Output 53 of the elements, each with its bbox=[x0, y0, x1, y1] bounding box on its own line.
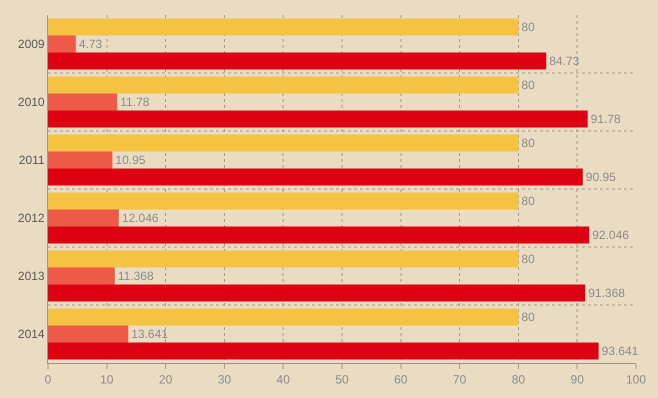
y-tick-label: 2009 bbox=[18, 37, 45, 52]
bar bbox=[48, 76, 518, 94]
data-label: 10.95 bbox=[115, 153, 146, 167]
data-label: 80 bbox=[521, 252, 536, 266]
x-tick-label: 80 bbox=[512, 372, 526, 386]
x-tick-label: 40 bbox=[276, 372, 290, 386]
x-tick-label: 60 bbox=[394, 372, 408, 386]
bar bbox=[48, 134, 518, 152]
bar bbox=[48, 267, 115, 285]
data-label: 90.95 bbox=[586, 170, 616, 184]
x-tick-label: 20 bbox=[158, 372, 173, 386]
y-tick-label: 2012 bbox=[18, 211, 45, 226]
bar bbox=[48, 168, 583, 186]
data-label: 80 bbox=[521, 310, 536, 324]
x-tick-label: 30 bbox=[218, 372, 232, 386]
data-label: 13.641 bbox=[131, 327, 168, 341]
bar bbox=[48, 209, 119, 227]
x-tick-label: 10 bbox=[100, 372, 114, 386]
x-tick-label: 70 bbox=[452, 372, 467, 386]
y-tick-label: 2013 bbox=[18, 269, 45, 284]
bar bbox=[48, 226, 590, 244]
data-label: 91.78 bbox=[590, 112, 622, 126]
y-tick-label: 2010 bbox=[18, 95, 45, 110]
bar bbox=[48, 342, 599, 360]
data-label: 80 bbox=[521, 20, 536, 34]
bar bbox=[48, 308, 518, 326]
bar bbox=[48, 284, 586, 302]
bar bbox=[48, 93, 118, 111]
bar bbox=[48, 192, 518, 210]
data-label: 91.368 bbox=[588, 286, 626, 300]
data-label: 92.046 bbox=[592, 228, 630, 242]
x-tick-label: 50 bbox=[335, 372, 349, 386]
data-label: 11.368 bbox=[118, 269, 154, 283]
y-tick-label: 2014 bbox=[18, 327, 45, 342]
bar bbox=[48, 250, 518, 268]
data-label: 11.78 bbox=[120, 95, 150, 109]
data-label: 12.046 bbox=[122, 211, 159, 225]
bar bbox=[48, 325, 128, 343]
data-label: 93.641 bbox=[602, 344, 639, 358]
bar bbox=[48, 52, 546, 70]
x-tick-label: 90 bbox=[570, 372, 584, 386]
bar bbox=[48, 151, 112, 169]
bar bbox=[48, 35, 76, 53]
y-tick-label: 2011 bbox=[18, 153, 45, 168]
x-tick-label: 100 bbox=[626, 372, 646, 386]
bar bbox=[48, 18, 518, 36]
data-label: 80 bbox=[521, 136, 536, 150]
bar bbox=[48, 110, 588, 128]
x-tick-label: 0 bbox=[44, 372, 52, 386]
data-label: 84.73 bbox=[549, 54, 580, 68]
data-label: 80 bbox=[521, 78, 536, 92]
data-label: 80 bbox=[521, 194, 536, 208]
data-label: 4.73 bbox=[78, 37, 102, 51]
